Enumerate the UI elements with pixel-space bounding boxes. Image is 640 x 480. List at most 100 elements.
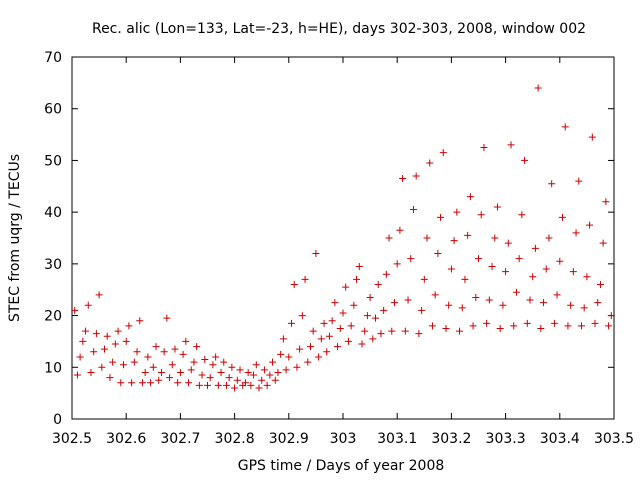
data-point bbox=[279, 335, 287, 343]
y-axis-label: STEC from uqrg / TECUs bbox=[7, 154, 23, 322]
data-point bbox=[166, 374, 174, 382]
data-point bbox=[363, 312, 371, 320]
data-point bbox=[271, 376, 279, 384]
data-point bbox=[377, 330, 385, 338]
data-point bbox=[101, 345, 109, 353]
data-point bbox=[347, 322, 355, 330]
data-point bbox=[564, 322, 572, 330]
x-tick-label: 302.5 bbox=[52, 431, 92, 447]
data-point bbox=[602, 198, 610, 206]
data-point bbox=[179, 350, 187, 358]
data-point bbox=[515, 255, 523, 263]
data-point bbox=[358, 340, 366, 348]
data-point bbox=[480, 144, 488, 151]
data-point bbox=[204, 381, 211, 389]
data-point bbox=[222, 381, 230, 389]
data-point bbox=[136, 317, 144, 325]
data-point bbox=[393, 260, 401, 268]
data-point bbox=[103, 332, 111, 340]
y-tick-label: 40 bbox=[44, 205, 62, 221]
data-point bbox=[258, 376, 266, 384]
data-point bbox=[591, 319, 599, 327]
data-point bbox=[442, 325, 450, 332]
y-axis-ticks: 0 10 20 30 40 50 60 70 bbox=[44, 50, 614, 428]
data-point bbox=[260, 366, 268, 374]
data-point bbox=[217, 368, 225, 376]
data-point bbox=[147, 379, 155, 387]
data-point bbox=[380, 306, 388, 314]
data-point bbox=[483, 319, 491, 327]
data-point bbox=[531, 244, 539, 252]
data-point bbox=[212, 353, 220, 361]
data-point bbox=[328, 317, 336, 325]
data-point bbox=[418, 306, 426, 314]
data-point bbox=[187, 366, 195, 374]
data-point bbox=[594, 299, 602, 307]
data-point bbox=[461, 275, 469, 283]
data-point bbox=[504, 239, 512, 247]
data-point bbox=[269, 358, 277, 366]
data-point bbox=[241, 379, 249, 387]
data-point bbox=[488, 262, 496, 270]
data-point bbox=[277, 350, 285, 358]
data-point bbox=[450, 237, 458, 245]
data-point bbox=[409, 206, 417, 214]
data-point bbox=[456, 327, 464, 335]
data-point bbox=[182, 337, 190, 345]
x-tick-label: 303.5 bbox=[594, 431, 634, 447]
data-point bbox=[420, 275, 428, 283]
y-tick-label: 70 bbox=[44, 50, 62, 66]
data-point bbox=[171, 345, 179, 353]
y-tick-label: 30 bbox=[44, 257, 62, 273]
data-point bbox=[236, 366, 244, 374]
data-point bbox=[496, 325, 504, 332]
data-point bbox=[306, 343, 314, 351]
data-point bbox=[339, 309, 347, 317]
data-point bbox=[111, 340, 119, 348]
data-point bbox=[464, 231, 472, 239]
data-point bbox=[84, 301, 92, 309]
x-tick-label: 303.1 bbox=[377, 431, 417, 447]
data-point bbox=[220, 358, 228, 366]
data-point bbox=[542, 265, 550, 273]
data-point bbox=[263, 381, 271, 389]
data-point bbox=[336, 325, 344, 332]
data-point bbox=[586, 221, 594, 229]
data-point bbox=[315, 353, 323, 361]
data-point bbox=[575, 177, 583, 185]
data-point bbox=[244, 368, 252, 376]
data-point bbox=[588, 133, 596, 141]
data-point bbox=[396, 226, 404, 234]
data-point bbox=[231, 384, 239, 392]
data-point bbox=[605, 322, 613, 330]
data-point bbox=[553, 291, 561, 299]
data-point bbox=[507, 141, 515, 149]
data-point bbox=[331, 299, 339, 307]
data-point bbox=[157, 368, 165, 376]
data-point bbox=[87, 368, 95, 376]
data-point bbox=[475, 255, 482, 263]
data-point bbox=[114, 327, 122, 335]
data-points bbox=[71, 84, 615, 392]
data-point bbox=[472, 293, 480, 301]
data-point bbox=[247, 381, 255, 389]
data-point bbox=[325, 332, 333, 340]
data-point bbox=[163, 314, 171, 322]
data-point bbox=[320, 319, 328, 327]
data-point bbox=[293, 363, 301, 371]
data-point bbox=[119, 361, 127, 369]
data-point bbox=[334, 343, 342, 351]
data-point bbox=[109, 358, 117, 366]
y-tick-label: 20 bbox=[44, 309, 62, 325]
data-point bbox=[431, 291, 439, 299]
data-point bbox=[117, 379, 125, 387]
data-point bbox=[82, 327, 90, 335]
data-point bbox=[266, 371, 274, 379]
data-point bbox=[485, 296, 493, 304]
data-point bbox=[152, 343, 160, 351]
data-point bbox=[556, 257, 564, 265]
data-point bbox=[453, 208, 461, 216]
data-point bbox=[404, 296, 412, 304]
data-point bbox=[73, 371, 81, 379]
